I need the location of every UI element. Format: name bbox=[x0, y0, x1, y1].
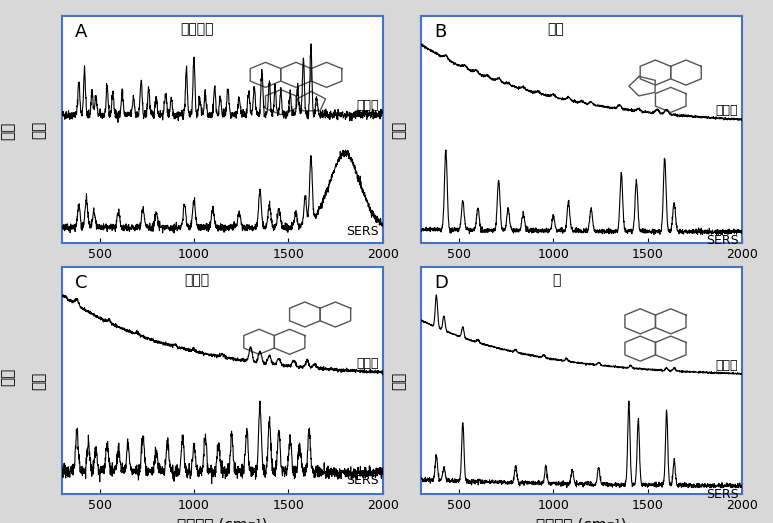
Text: 强度: 强度 bbox=[391, 371, 407, 390]
Text: 标准品: 标准品 bbox=[716, 104, 738, 117]
X-axis label: 拉曼位移 (cm⁻¹): 拉曼位移 (cm⁻¹) bbox=[177, 518, 267, 523]
Text: SERS: SERS bbox=[706, 234, 738, 247]
Text: 强度: 强度 bbox=[0, 122, 15, 140]
Text: 标准品: 标准品 bbox=[356, 99, 379, 112]
Text: SERS: SERS bbox=[706, 488, 738, 501]
Text: 强度: 强度 bbox=[391, 120, 407, 139]
Text: 苯并蕃: 苯并蕃 bbox=[184, 274, 209, 288]
Text: 对: 对 bbox=[552, 274, 560, 288]
Text: 茰蕃: 茰蕃 bbox=[547, 22, 564, 37]
Text: SERS: SERS bbox=[346, 474, 379, 487]
X-axis label: 拉曼位移 (cm⁻¹): 拉曼位移 (cm⁻¹) bbox=[536, 267, 627, 281]
X-axis label: 拉曼位移 (cm⁻¹): 拉曼位移 (cm⁻¹) bbox=[177, 267, 267, 281]
Text: 强度: 强度 bbox=[32, 120, 47, 139]
Text: 强度: 强度 bbox=[32, 371, 47, 390]
Text: D: D bbox=[434, 274, 448, 291]
Text: B: B bbox=[434, 22, 446, 40]
Text: 强度: 强度 bbox=[0, 368, 15, 385]
Text: SERS: SERS bbox=[346, 225, 379, 238]
Text: A: A bbox=[75, 22, 87, 40]
X-axis label: 拉曼位移 (cm⁻¹): 拉曼位移 (cm⁻¹) bbox=[536, 518, 627, 523]
Text: 标准品: 标准品 bbox=[716, 359, 738, 372]
Text: 标准品: 标准品 bbox=[356, 357, 379, 370]
Text: 苯并茰蕃: 苯并茰蕃 bbox=[180, 22, 213, 37]
Text: C: C bbox=[75, 274, 87, 291]
